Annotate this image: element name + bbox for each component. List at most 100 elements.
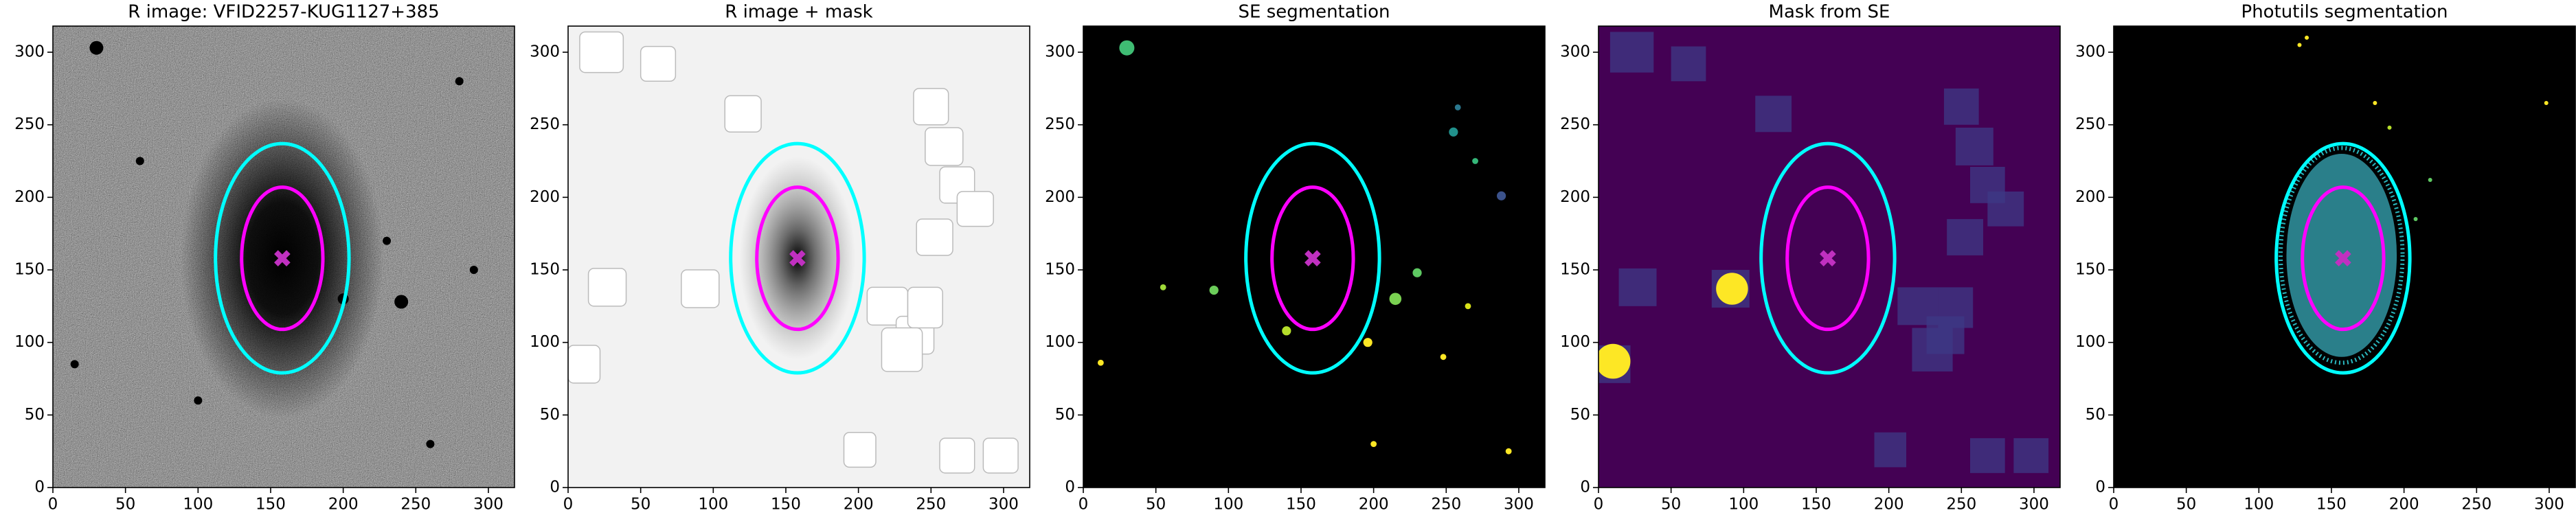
source <box>2544 101 2549 105</box>
segment <box>1449 127 1458 137</box>
mask-region <box>1618 268 1657 306</box>
y-tick-label: 200 <box>1560 188 1590 206</box>
x-tick-label: 250 <box>1946 496 1976 514</box>
segment <box>1282 326 1291 336</box>
mask-region <box>843 431 877 468</box>
aperture-ellipse <box>240 185 325 332</box>
mask-region <box>1947 219 1983 255</box>
axes-frame <box>2113 25 2576 488</box>
mask-region <box>881 327 923 372</box>
aperture-ellipse <box>755 185 840 332</box>
y-tick-label: 200 <box>1045 188 1075 206</box>
mask-region <box>1987 191 2024 227</box>
mask-region <box>1969 438 2005 473</box>
mask-region <box>939 437 975 474</box>
x-tick-label: 300 <box>2534 496 2564 514</box>
mask-region <box>925 127 964 166</box>
segment <box>1389 293 1402 306</box>
aperture-ellipse <box>1785 185 1871 332</box>
mask-blob <box>1598 343 1631 379</box>
mask-region <box>956 191 994 227</box>
x-tick-label: 250 <box>916 496 946 514</box>
segment <box>1363 338 1372 347</box>
panel: R image + mask 0 50 100 150 200 250 300 0 50 100 15… <box>530 2 1030 514</box>
segment <box>1370 441 1377 448</box>
source <box>2413 217 2418 222</box>
source <box>2297 43 2302 47</box>
axes-frame <box>567 25 1030 488</box>
star <box>70 360 79 369</box>
y-tick-label: 250 <box>1560 115 1590 133</box>
x-tick-label: 200 <box>1359 496 1389 514</box>
mask-region <box>982 437 1019 474</box>
segment <box>1454 104 1461 111</box>
segment <box>1472 158 1478 164</box>
image <box>2114 26 2575 488</box>
y-tick-label: 250 <box>530 115 560 133</box>
segment <box>1465 303 1471 310</box>
panel-title: R image + mask <box>725 2 873 23</box>
mask-region <box>916 218 953 256</box>
x-tick-label: 150 <box>1286 496 1316 514</box>
star <box>135 157 144 165</box>
y-tick-label: 200 <box>14 188 45 206</box>
axes-frame <box>1598 25 2061 488</box>
source <box>2387 125 2392 130</box>
y-tick-label: 300 <box>1045 43 1075 61</box>
mask-region <box>681 269 720 308</box>
y-tick-label: 0 <box>2095 479 2105 496</box>
y-tick-label: 150 <box>1045 261 1075 279</box>
x-tick-label: 150 <box>256 496 286 514</box>
star <box>394 295 409 309</box>
y-tick-label: 100 <box>2075 333 2105 351</box>
mask-region <box>1609 32 1654 73</box>
aperture-ellipse <box>1759 141 1897 375</box>
x-tick-label: 0 <box>1078 496 1089 514</box>
aperture-ellipse <box>1244 141 1381 375</box>
panel: Photutils segmentation 0 50 100 150 200 250 300… <box>2075 2 2576 514</box>
y-tick-label: 300 <box>14 43 45 61</box>
mask-region <box>1874 432 1906 468</box>
segment <box>1497 191 1506 201</box>
y-tick-label: 250 <box>1045 115 1075 133</box>
y-tick-label: 300 <box>2075 43 2105 61</box>
x-tick-label: 150 <box>771 496 801 514</box>
x-tick-label: 200 <box>328 496 359 514</box>
x-tick-label: 200 <box>1874 496 1904 514</box>
center-marker <box>274 250 291 266</box>
mask-region <box>907 286 943 329</box>
x-tick-label: 300 <box>473 496 504 514</box>
y-tick-label: 250 <box>14 115 45 133</box>
x-tick-label: 100 <box>2244 496 2274 514</box>
mask-region <box>1755 95 1792 133</box>
aperture-ellipse <box>729 141 866 375</box>
x-tick-label: 50 <box>631 496 651 514</box>
mask-region <box>2013 438 2049 473</box>
x-tick-label: 0 <box>563 496 574 514</box>
x-tick-label: 50 <box>2176 496 2196 514</box>
y-tick-label: 100 <box>1560 333 1590 351</box>
y-tick-label: 50 <box>1570 406 1590 424</box>
panel-title: R image: VFID2257-KUG1127+385 <box>128 2 439 23</box>
mask-region <box>1671 46 1706 82</box>
center-marker <box>1304 250 1321 266</box>
x-tick-label: 300 <box>1504 496 1534 514</box>
y-tick-label: 200 <box>2075 188 2105 206</box>
x-tick-label: 50 <box>1661 496 1681 514</box>
y-tick-label: 150 <box>14 261 45 279</box>
mask-region <box>724 95 762 133</box>
x-tick-label: 300 <box>2019 496 2049 514</box>
center-marker <box>2335 250 2351 266</box>
y-tick-label: 50 <box>1055 406 1075 424</box>
panel-title: Photutils segmentation <box>2241 2 2448 23</box>
y-tick-label: 150 <box>530 261 560 279</box>
y-tick-label: 50 <box>25 406 45 424</box>
axes-frame <box>52 25 515 488</box>
y-tick-label: 250 <box>2075 115 2105 133</box>
panel: SE segmentation 0 50 100 150 200 250 300 0 50 100 1… <box>1045 2 1546 514</box>
y-tick-label: 100 <box>14 333 45 351</box>
segment <box>1119 40 1135 56</box>
x-tick-label: 150 <box>1801 496 1831 514</box>
star <box>469 266 478 275</box>
